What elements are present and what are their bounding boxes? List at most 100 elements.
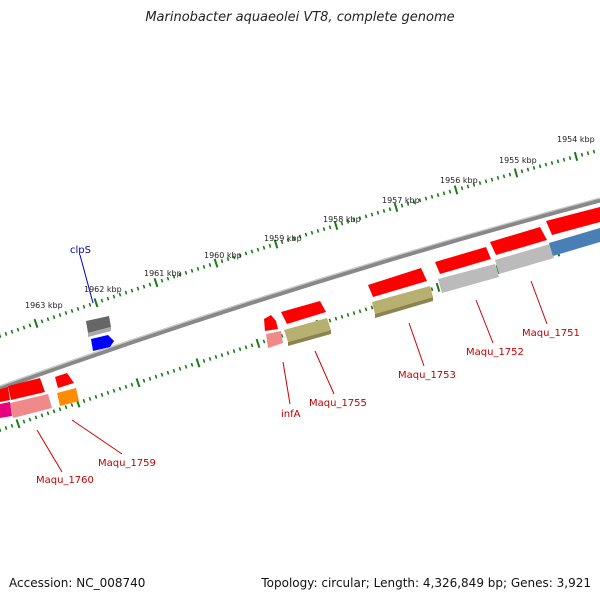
genome-backbone	[0, 197, 600, 391]
gene-clpS-marks[interactable]	[86, 316, 114, 351]
tick-mark	[430, 287, 434, 292]
tick-mark	[273, 239, 279, 249]
tick-mark	[346, 312, 350, 317]
tick-mark	[568, 156, 572, 161]
tick-mark	[15, 419, 21, 429]
tick-mark	[33, 318, 39, 328]
topology-text: Topology: circular; Length: 4,326,849 bp…	[261, 576, 591, 590]
tick-mark	[520, 169, 524, 174]
tick-mark	[22, 325, 26, 330]
tick-mark	[64, 405, 68, 410]
tick-mark	[562, 157, 566, 162]
tick-mark	[70, 403, 74, 408]
gene-labels: clpS Maqu_1751 Maqu_1752 Maqu_1753 Maqu_…	[36, 245, 580, 486]
tick-mark	[130, 288, 134, 293]
tick-mark	[208, 356, 212, 361]
tick-mark	[544, 162, 548, 167]
tick-mark	[52, 315, 56, 320]
tick-mark	[142, 284, 146, 289]
tick-mark	[573, 151, 579, 162]
tick-mark	[28, 417, 32, 422]
gene-label-maqu1752: Maqu_1752	[466, 347, 524, 358]
tick-mark	[100, 298, 104, 303]
tick-label-1959: 1959 kbp	[264, 234, 302, 243]
tick-mark	[268, 243, 272, 248]
tick-mark	[142, 378, 146, 383]
tick-mark	[334, 316, 338, 321]
tick-mark	[16, 327, 20, 332]
gene-maqu1755-marks[interactable]	[281, 301, 331, 346]
tick-mark	[82, 304, 86, 309]
tick-mark	[88, 396, 92, 401]
gene-label-maqu1755: Maqu_1755	[309, 398, 367, 409]
tick-mark	[400, 203, 404, 208]
gene-maqu1759-marks[interactable]	[55, 373, 79, 406]
tick-mark	[484, 179, 488, 184]
gene-maqu1753-marks[interactable]	[368, 268, 433, 318]
tick-mark	[34, 415, 38, 420]
tick-mark	[262, 339, 266, 344]
tick-mark	[70, 308, 74, 313]
tick-mark	[100, 392, 104, 397]
tick-mark	[472, 182, 476, 187]
tick-mark	[310, 230, 314, 235]
gene-label-maqu1759: Maqu_1759	[98, 458, 156, 469]
gene-block-gray	[86, 316, 111, 333]
tick-mark	[370, 212, 374, 217]
gene-infA-marks[interactable]	[264, 315, 283, 348]
tick-mark	[316, 228, 320, 233]
gene-maqu1760-marks[interactable]	[0, 378, 52, 418]
gene-label-maqu1760: Maqu_1760	[36, 475, 94, 486]
tick-mark	[448, 189, 452, 194]
gene-maqu1752-marks[interactable]	[435, 247, 499, 293]
tick-mark	[556, 159, 560, 164]
tick-mark	[166, 370, 170, 375]
tick-mark	[148, 376, 152, 381]
tick-mark	[586, 151, 590, 156]
tick-mark	[382, 209, 386, 213]
tick-mark	[46, 411, 50, 416]
tick-label-1960: 1960 kbp	[204, 251, 242, 260]
tick-mark	[244, 345, 248, 350]
tick-mark	[190, 362, 194, 367]
tick-mark	[22, 419, 26, 424]
tick-mark	[214, 355, 218, 359]
tick-mark	[340, 314, 344, 319]
tick-mark	[538, 164, 542, 169]
tick-mark	[478, 181, 482, 185]
tick-mark	[0, 428, 2, 432]
tick-mark	[106, 296, 110, 301]
gene-maqu1751-marks[interactable]	[490, 207, 600, 274]
tick-mark	[526, 167, 530, 172]
tick-mark	[430, 194, 434, 199]
tick-mark	[412, 200, 416, 205]
tick-mark	[496, 176, 500, 180]
tick-mark	[298, 234, 302, 239]
tick-mark	[135, 378, 141, 388]
tick-mark	[238, 253, 242, 258]
tick-mark	[513, 168, 519, 178]
tick-label-1957: 1957 kbp	[382, 196, 420, 205]
tick-mark	[418, 198, 422, 203]
tick-mark	[172, 274, 176, 279]
tick-mark	[52, 409, 56, 414]
tick-mark	[112, 388, 116, 393]
tick-mark	[286, 238, 290, 243]
tick-mark	[393, 202, 399, 213]
tick-mark	[196, 266, 200, 271]
tick-mark	[154, 374, 158, 379]
tick-mark	[46, 317, 50, 322]
tick-mark	[328, 318, 332, 323]
tick-mark	[436, 193, 440, 198]
tick-mark	[178, 272, 182, 277]
tick-mark	[136, 286, 140, 291]
tick-mark	[388, 207, 392, 212]
tick-mark	[190, 268, 194, 273]
tick-mark	[328, 225, 332, 230]
tick-mark	[220, 353, 224, 357]
tick-mark	[202, 264, 206, 269]
tick-labels: 1954 kbp 1955 kbp 1956 kbp 1957 kbp 1958…	[25, 135, 595, 310]
tick-mark	[195, 358, 201, 368]
tick-mark	[370, 305, 374, 310]
tick-label-1955: 1955 kbp	[499, 156, 537, 165]
